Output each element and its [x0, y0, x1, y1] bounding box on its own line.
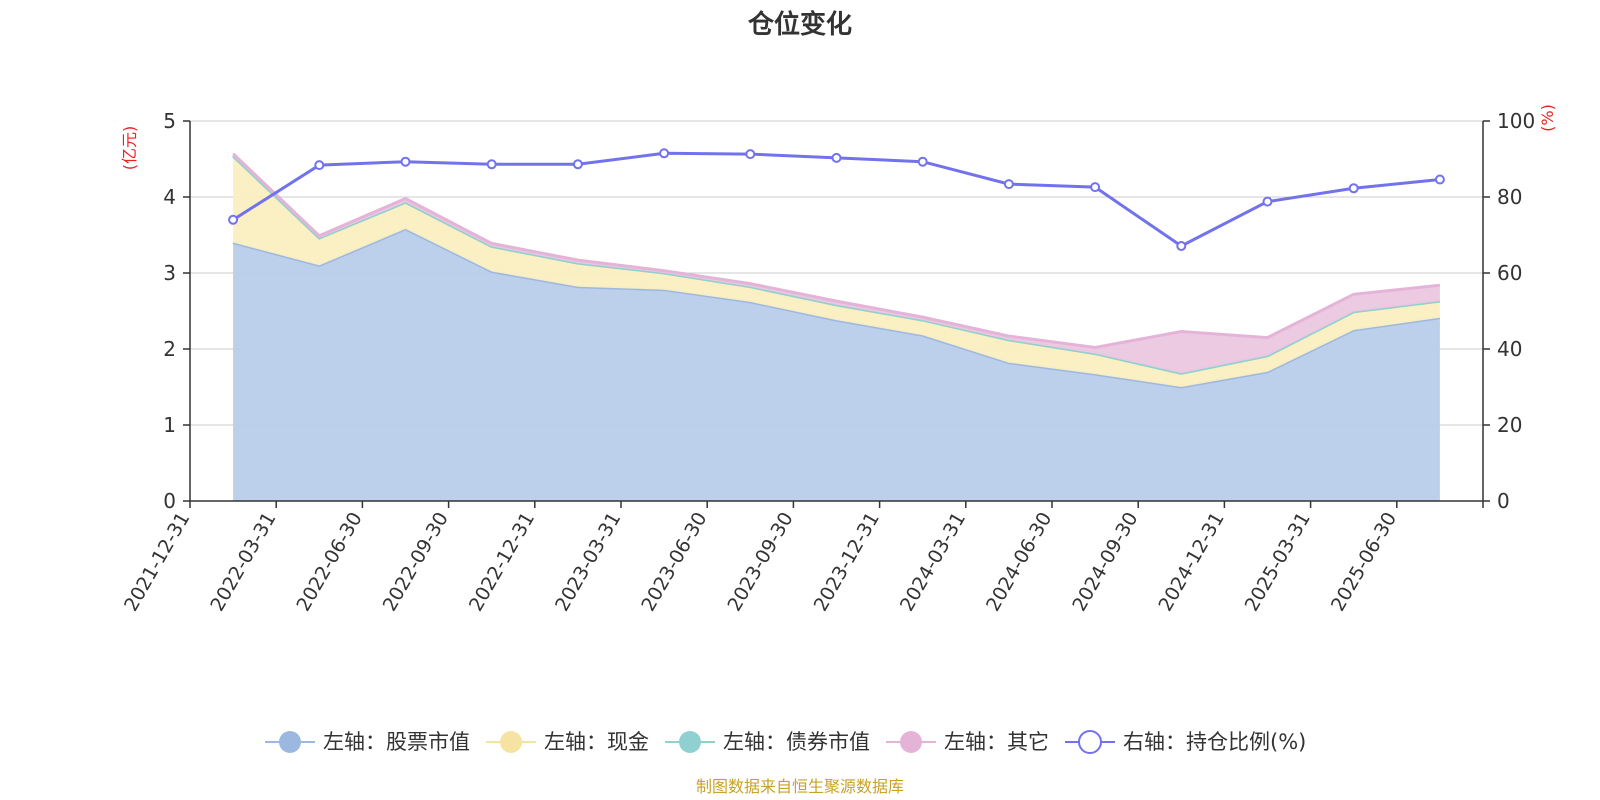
legend-item[interactable]: 左轴：股票市值: [265, 730, 470, 754]
left-tick-label: 1: [163, 413, 176, 437]
x-tick-label: 2021-12-31: [120, 509, 194, 616]
ratio-point: [400, 156, 411, 167]
x-tick-label: 2023-09-30: [723, 509, 797, 616]
x-tick-label: 2022-03-31: [206, 509, 280, 616]
right-tick-label: 100: [1497, 109, 1535, 133]
ratio-point: [572, 159, 583, 170]
area-series: [232, 152, 1441, 501]
x-tick-label: 2023-12-31: [810, 509, 884, 616]
ratio-point: [228, 214, 239, 225]
legend-marker: [679, 731, 701, 753]
legend-item[interactable]: 左轴：债券市值: [665, 730, 870, 754]
legend-item[interactable]: 左轴：现金: [486, 730, 649, 754]
ratio-point: [1262, 196, 1273, 207]
left-tick-label: 2: [163, 337, 176, 361]
right-tick-label: 40: [1497, 337, 1522, 361]
left-tick-label: 4: [163, 185, 176, 209]
legend-label: 左轴：债券市值: [723, 730, 870, 754]
legend-marker: [279, 731, 301, 753]
legend-item[interactable]: 左轴：其它: [886, 730, 1049, 754]
area-0: [233, 228, 1440, 501]
area-edge-3: [232, 152, 1441, 350]
chart-title: 仓位变化: [747, 9, 852, 40]
x-tick-label: 2022-12-31: [465, 509, 539, 616]
x-tick-label: 2025-03-31: [1241, 509, 1315, 616]
x-tick-label: 2024-12-31: [1154, 509, 1228, 616]
legend[interactable]: 左轴：股票市值 左轴：现金 左轴：债券市值 左轴：其它 右轴：持仓比例(%): [265, 730, 1306, 754]
data-source-note: 制图数据来自恒生聚源数据库: [696, 777, 904, 796]
legend-label: 左轴：股票市值: [323, 730, 470, 754]
legend-marker: [500, 731, 522, 753]
line-series: [228, 148, 1445, 251]
x-tick-label: 2024-06-30: [982, 509, 1056, 616]
ratio-point: [917, 156, 928, 167]
x-tick-label: 2023-06-30: [637, 509, 711, 616]
legend-marker: [1078, 730, 1102, 754]
right-tick-label: 80: [1497, 185, 1522, 209]
right-tick-label: 0: [1497, 489, 1510, 513]
ratio-point: [1176, 241, 1187, 251]
ratio-point: [659, 148, 670, 159]
left-axis-unit: (亿元): [120, 126, 139, 171]
ratio-point: [831, 152, 842, 163]
left-tick-label: 0: [163, 489, 176, 513]
x-tick-label: 2024-09-30: [1068, 509, 1142, 616]
ratio-point: [486, 159, 497, 170]
ratio-point: [1434, 174, 1445, 185]
ratio-point: [1348, 183, 1359, 194]
left-tick-label: 3: [163, 261, 176, 285]
ratio-point: [1090, 182, 1101, 193]
right-axis-unit: (%): [1538, 104, 1557, 132]
legend-item[interactable]: 右轴：持仓比例(%): [1065, 730, 1306, 754]
right-tick-label: 60: [1497, 261, 1522, 285]
legend-marker: [900, 731, 922, 753]
legend-label: 左轴：其它: [944, 730, 1049, 754]
ratio-point: [745, 149, 756, 160]
legend-label: 右轴：持仓比例(%): [1123, 730, 1306, 754]
x-tick-label: 2024-03-31: [896, 509, 970, 616]
x-tick-label: 2025-06-30: [1327, 509, 1401, 616]
left-tick-label: 5: [163, 109, 176, 133]
x-tick-label: 2022-09-30: [379, 508, 453, 615]
x-tick-label: 2022-06-30: [292, 509, 366, 616]
x-tick-label: 2023-03-31: [551, 509, 625, 616]
ratio-point: [1003, 179, 1014, 190]
legend-label: 左轴：现金: [544, 730, 649, 754]
right-tick-label: 20: [1497, 413, 1522, 437]
ratio-point: [314, 160, 325, 171]
